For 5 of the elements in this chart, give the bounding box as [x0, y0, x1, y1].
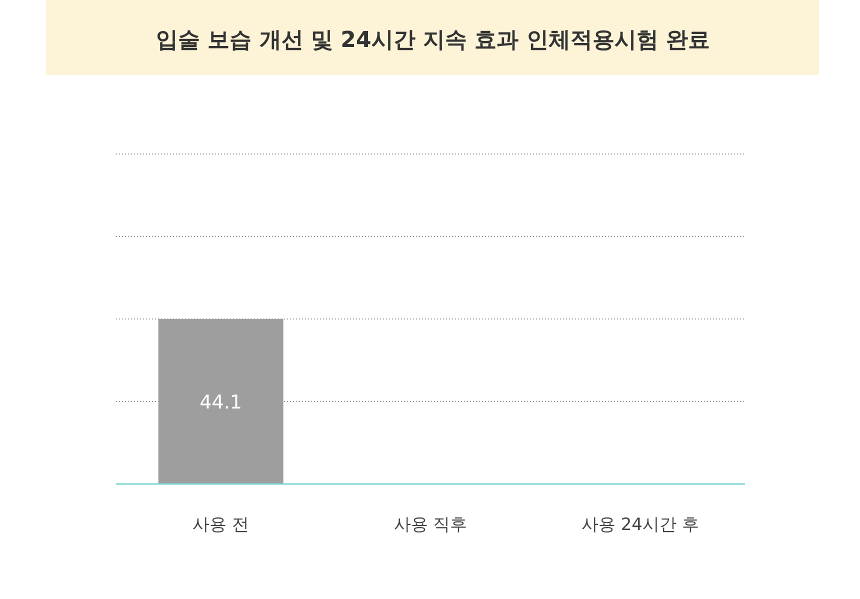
data-label: 44.1: [200, 392, 242, 414]
x-tick-label: 사용 직후: [394, 515, 468, 535]
x-tick-label: 사용 24시간 후: [581, 515, 699, 535]
chart-title: 입술 보습 개선 및 24시간 지속 효과 인체적용시험 완료: [156, 28, 710, 53]
x-tick-label: 사용 전: [192, 515, 250, 535]
